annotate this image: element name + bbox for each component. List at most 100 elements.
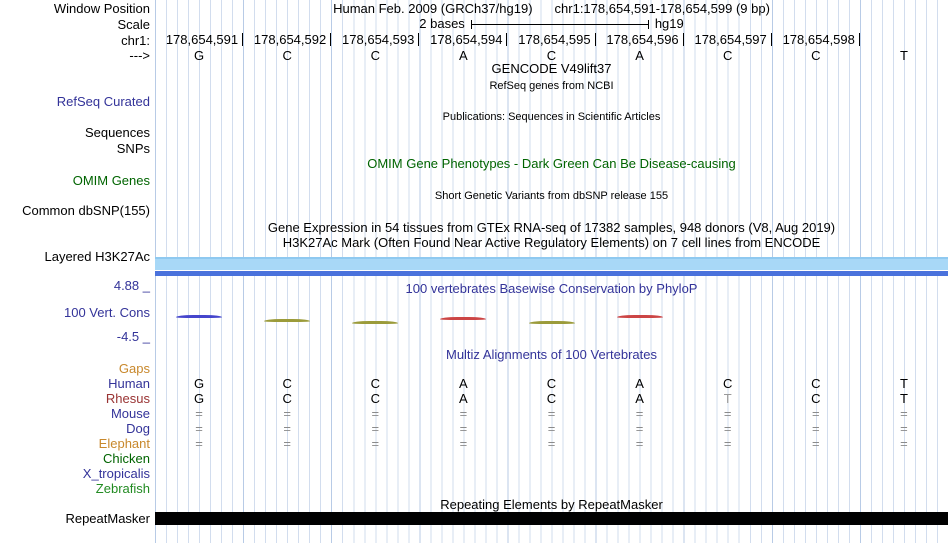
- alignment-cell: =: [459, 406, 468, 421]
- alignment-cell: A: [459, 391, 468, 406]
- alignment-row-elephant[interactable]: = = = = = = = = =: [155, 437, 948, 451]
- label-chromosome: chr1:: [121, 33, 150, 48]
- alignment-cell: G: [193, 391, 205, 406]
- ruler-number: 178,654,592: [253, 32, 327, 47]
- position-range: chr1:178,654,591-178,654,599 (9 bp): [554, 1, 770, 16]
- track-title-dbsnp[interactable]: Short Genetic Variants from dbSNP releas…: [434, 190, 669, 202]
- alignment-cell: C: [811, 376, 821, 391]
- alignment-cell: =: [900, 436, 908, 451]
- alignment-cell: =: [195, 436, 203, 451]
- alignment-cell: =: [812, 436, 820, 451]
- track-label-repeatmasker[interactable]: RepeatMasker: [65, 511, 150, 526]
- cons-scale-min: -4.5 _: [116, 329, 150, 344]
- ruler-label-empty: [860, 33, 948, 47]
- alignment-label-dog[interactable]: Dog: [126, 421, 150, 436]
- alignment-cell: C: [546, 391, 557, 406]
- track-title-gtex[interactable]: Gene Expression in 54 tissues from GTEx …: [267, 220, 836, 235]
- wiggle-segment: [176, 315, 222, 318]
- genome-name: hg19: [654, 16, 684, 31]
- label-window-position: Window Position: [53, 1, 150, 16]
- ruler-number: 178,654,591: [165, 32, 239, 47]
- label-scale: Scale: [117, 17, 150, 32]
- alignment-cell: C: [370, 376, 380, 391]
- alignment-cell: =: [459, 421, 468, 436]
- track-title-omim[interactable]: OMIM Gene Phenotypes - Dark Green Can Be…: [367, 156, 736, 171]
- ruler-label: 178,654,594: [419, 33, 508, 47]
- cons-scale-max: 4.88 _: [113, 278, 150, 293]
- alignment-row-human[interactable]: G C C A C A C C T: [155, 377, 948, 391]
- track-title-gencode[interactable]: GENCODE V49lift37: [491, 61, 612, 76]
- ruler-label: 178,654,593: [331, 33, 420, 47]
- ruler-tick: [682, 33, 684, 46]
- track-title-h3k27ac[interactable]: H3K27Ac Mark (Often Found Near Active Re…: [282, 235, 821, 250]
- alignment-row-mouse[interactable]: = = = = = = = = =: [155, 407, 948, 421]
- alignment-cell: A: [635, 376, 644, 391]
- alignment-cell: =: [195, 406, 203, 421]
- base-letter: A: [635, 48, 644, 63]
- base-letter: G: [193, 48, 205, 63]
- ruler-tick: [506, 33, 508, 46]
- ruler-number: 178,654,596: [606, 32, 679, 47]
- ruler-label: 178,654,591: [155, 32, 244, 47]
- track-title-refseq[interactable]: RefSeq genes from NCBI: [489, 80, 614, 92]
- alignment-cell: =: [195, 421, 203, 436]
- ruler-tick: [242, 33, 244, 46]
- alignment-label-x-tropicalis[interactable]: X_tropicalis: [82, 466, 150, 481]
- alignment-cell: =: [547, 421, 556, 436]
- alignment-cell: =: [812, 421, 820, 436]
- position-header: Human Feb. 2009 (GRCh37/hg19) chr1:178,6…: [155, 2, 948, 16]
- alignment-label-rhesus[interactable]: Rhesus: [105, 391, 150, 406]
- alignment-cell: C: [282, 376, 292, 391]
- track-title-repeatmasker[interactable]: Repeating Elements by RepeatMasker: [440, 497, 663, 512]
- track-label-omim-genes[interactable]: OMIM Genes: [72, 173, 150, 188]
- ruler-label: 178,654,598: [772, 33, 860, 47]
- alignment-cell: =: [371, 406, 380, 421]
- base-letter: T: [899, 48, 908, 63]
- track-label-snps[interactable]: SNPs: [116, 141, 150, 156]
- base-letter: C: [282, 48, 292, 63]
- alignment-label-mouse[interactable]: Mouse: [110, 406, 150, 421]
- track-label-sequences[interactable]: Sequences: [84, 125, 150, 140]
- alignment-row-rhesus[interactable]: G C C A C A T C T: [155, 392, 948, 406]
- scale-bar: [470, 19, 649, 29]
- ruler-tick: [594, 33, 596, 46]
- alignment-cell: T: [723, 391, 732, 406]
- ruler-number: 178,654,598: [782, 32, 855, 47]
- alignment-cell: =: [635, 421, 644, 436]
- h3k27ac-signal-bar[interactable]: [155, 257, 948, 276]
- alignment-label-human[interactable]: Human: [108, 376, 150, 391]
- alignment-cell: =: [635, 406, 644, 421]
- alignment-cell: C: [282, 391, 292, 406]
- wiggle-segment: [352, 321, 398, 324]
- alignment-cell: =: [723, 436, 732, 451]
- alignment-label-elephant[interactable]: Elephant: [98, 436, 150, 451]
- track-label-layered-h3k27ac[interactable]: Layered H3K27Ac: [44, 249, 150, 264]
- alignment-label-gaps[interactable]: Gaps: [118, 361, 150, 376]
- track-title-phylop[interactable]: 100 vertebrates Basewise Conservation by…: [405, 281, 698, 296]
- base-position-ruler: 178,654,591 178,654,592 178,654,593 178,…: [155, 33, 948, 47]
- alignment-label-chicken[interactable]: Chicken: [103, 451, 150, 466]
- ruler-number: 178,654,597: [694, 32, 767, 47]
- scale-value: 2 bases: [419, 16, 465, 31]
- alignment-cell: =: [900, 421, 908, 436]
- alignment-cell: G: [193, 376, 205, 391]
- wiggle-segment: [264, 319, 310, 322]
- ruler-label: 178,654,592: [243, 32, 332, 47]
- alignment-cell: C: [546, 376, 557, 391]
- assembly-name: Human Feb. 2009 (GRCh37/hg19): [333, 1, 533, 16]
- track-label-100-vert-cons[interactable]: 100 Vert. Cons: [64, 305, 150, 320]
- repeatmasker-bar[interactable]: [155, 512, 948, 525]
- label-strand-direction: --->: [129, 48, 150, 63]
- phylop-wiggle[interactable]: [155, 300, 948, 340]
- alignment-label-zebrafish[interactable]: Zebrafish: [95, 481, 150, 496]
- track-label-refseq-curated[interactable]: RefSeq Curated: [56, 94, 150, 109]
- track-title-publications[interactable]: Publications: Sequences in Scientific Ar…: [442, 111, 661, 123]
- alignment-cell: T: [899, 391, 908, 406]
- alignment-row-dog[interactable]: = = = = = = = = =: [155, 422, 948, 436]
- ruler-tick: [858, 33, 860, 46]
- base-letter: A: [459, 48, 468, 63]
- alignment-cell: C: [811, 391, 821, 406]
- track-label-common-dbsnp[interactable]: Common dbSNP(155): [22, 203, 150, 218]
- alignment-cell: =: [283, 406, 291, 421]
- track-title-multiz[interactable]: Multiz Alignments of 100 Vertebrates: [445, 347, 657, 362]
